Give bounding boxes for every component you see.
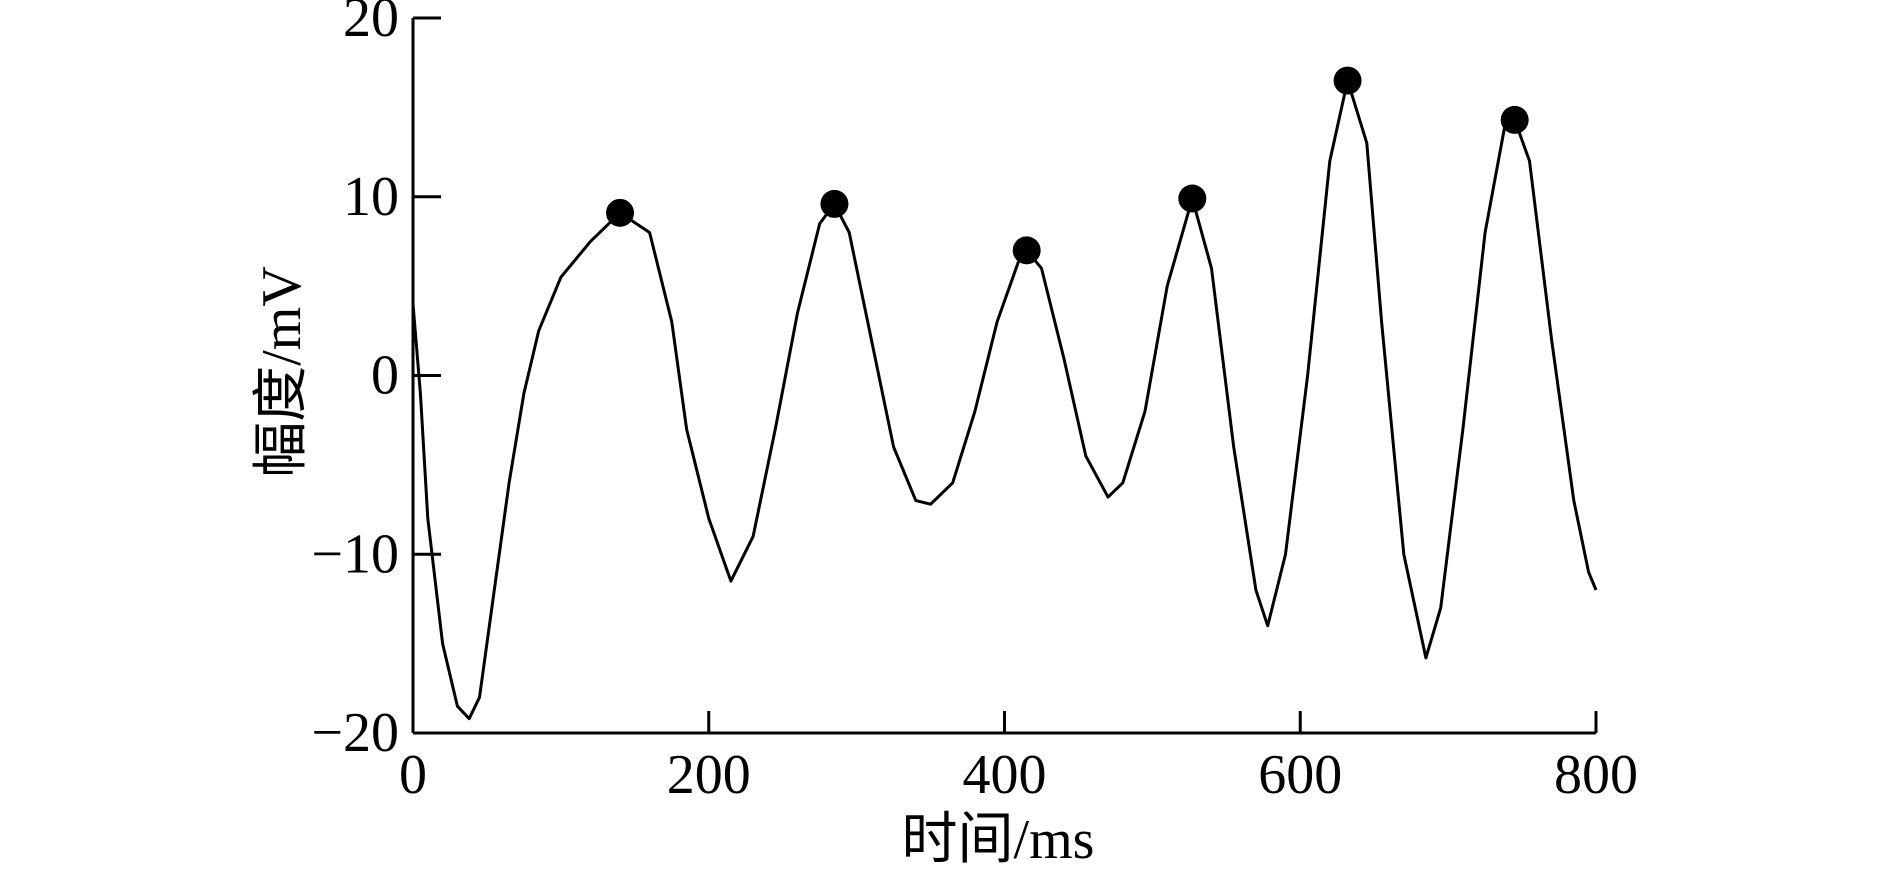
peak-marker [820,189,849,218]
x-tick-label: 200 [667,744,751,806]
y-tick-label: 10 [343,166,399,228]
y-tick-label: 0 [371,345,399,407]
x-tick-label: 600 [1258,744,1342,806]
y-tick-label: −20 [311,702,399,764]
x-tick-label: 0 [399,744,427,806]
x-axis-label: 时间/ms [902,809,1095,871]
x-tick-label: 800 [1554,744,1638,806]
peak-marker [1500,105,1529,134]
y-tick-label: −10 [311,523,399,585]
peak-marker [1333,66,1362,95]
peak-marker [1012,236,1041,265]
y-axis-label: 幅度/mV [251,266,313,478]
y-tick-label: 20 [343,0,399,49]
peak-marker [606,198,635,227]
x-tick-label: 400 [963,744,1047,806]
peak-marker [1178,184,1207,213]
signal-line [411,79,1598,721]
